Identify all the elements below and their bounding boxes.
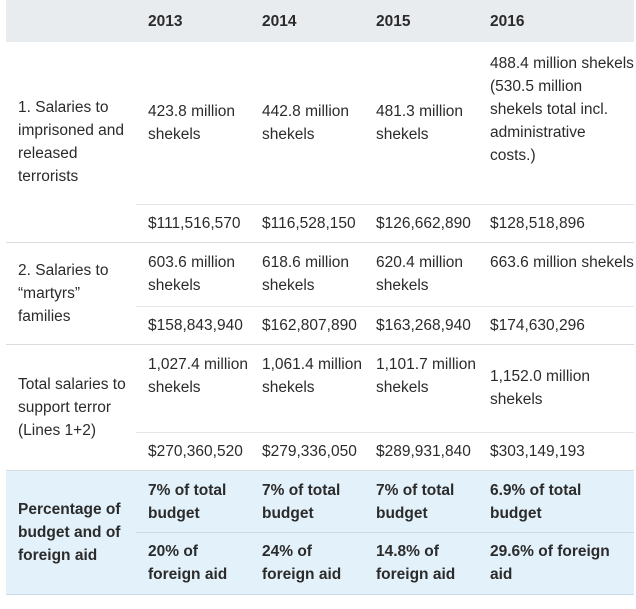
cell-shekels-2015: 620.4 million shekels — [376, 253, 464, 294]
table-row: $270,360,520 $279,336,050 $289,931,840 $… — [6, 431, 634, 471]
table-row: Percentage of budget and of foreign aid … — [6, 469, 634, 595]
cell-dollars-2016: $303,149,193 — [478, 431, 634, 471]
cell-shekels-2013: 1,027.4 million shekels — [148, 355, 248, 396]
cell-shekels-2015: 1,101.7 million shekels — [376, 355, 476, 396]
cell-dollars-2014: $279,336,050 — [250, 431, 364, 471]
cell-foreign-aid-2016: 29.6% of foreign aid — [478, 531, 634, 595]
row-label-percentage: Percentage of budget and of foreign aid — [6, 469, 136, 595]
cell-shekels-2015: 481.3 million shekels — [376, 102, 464, 143]
cell-dollars-2014: $116,528,150 — [250, 203, 364, 243]
cell-shekels-2016: 663.6 million shekels — [490, 253, 634, 271]
header-blank-cell — [6, 0, 136, 42]
cell-budget-2015: 7% of total budget — [364, 469, 478, 532]
cell-shekels-2014: 1,061.4 million shekels — [262, 355, 362, 396]
cell-shekels-2013: 603.6 million shekels — [148, 253, 236, 294]
cell-foreign-aid-2013: 20% of foreign aid — [136, 531, 250, 595]
cell-shekels-2016: 488.4 million shekels (530.5 million she… — [490, 55, 634, 164]
cell-dollars-2013: $270,360,520 — [136, 431, 250, 471]
cell-dollars-2016: $128,518,896 — [478, 203, 634, 243]
cell-dollars-2015: $289,931,840 — [364, 431, 478, 471]
table-row: $111,516,570 $116,528,150 $126,662,890 $… — [6, 203, 634, 243]
table-row: 1. Salaries to imprisoned and released t… — [6, 42, 634, 243]
row-label-martyrs-salaries: 2. Salaries to “martyrs” families — [6, 242, 136, 345]
header-year-2014: 2014 — [262, 12, 297, 30]
cell-foreign-aid-2014: 24% of foreign aid — [250, 531, 364, 595]
cell-budget-2016: 6.9% of total budget — [478, 469, 634, 532]
table-row: 2. Salaries to “martyrs” families 603.6 … — [6, 242, 634, 345]
cell-shekels-2016: 1,152.0 million shekels — [490, 368, 590, 408]
header-year-2016: 2016 — [490, 12, 525, 30]
cell-dollars-2016: $174,630,296 — [478, 305, 634, 345]
table-header-row: 2013 2014 2015 2016 — [6, 0, 634, 42]
table-row: $158,843,940 $162,807,890 $163,268,940 $… — [6, 305, 634, 345]
cell-dollars-2013: $111,516,570 — [136, 203, 250, 243]
cell-dollars-2015: $163,268,940 — [364, 305, 478, 345]
terror-salaries-table: 2013 2014 2015 2016 1. Salaries to impri… — [6, 0, 634, 595]
cell-dollars-2014: $162,807,890 — [250, 305, 364, 345]
row-label-total-salaries: Total salaries to support terror (Lines … — [6, 344, 136, 471]
cell-budget-2014: 7% of total budget — [250, 469, 364, 532]
cell-shekels-2013: 423.8 million shekels — [148, 102, 236, 143]
table-row: Total salaries to support terror (Lines … — [6, 344, 634, 471]
cell-dollars-2015: $126,662,890 — [364, 203, 478, 243]
cell-budget-2013: 7% of total budget — [136, 469, 250, 532]
header-year-2015: 2015 — [376, 12, 411, 30]
cell-shekels-2014: 618.6 million shekels — [262, 253, 350, 294]
cell-shekels-2014: 442.8 million shekels — [262, 102, 350, 143]
row-label-prisoner-salaries: 1. Salaries to imprisoned and released t… — [6, 42, 136, 243]
header-year-2013: 2013 — [148, 12, 183, 30]
cell-foreign-aid-2015: 14.8% of foreign aid — [364, 531, 478, 595]
cell-dollars-2013: $158,843,940 — [136, 305, 250, 345]
